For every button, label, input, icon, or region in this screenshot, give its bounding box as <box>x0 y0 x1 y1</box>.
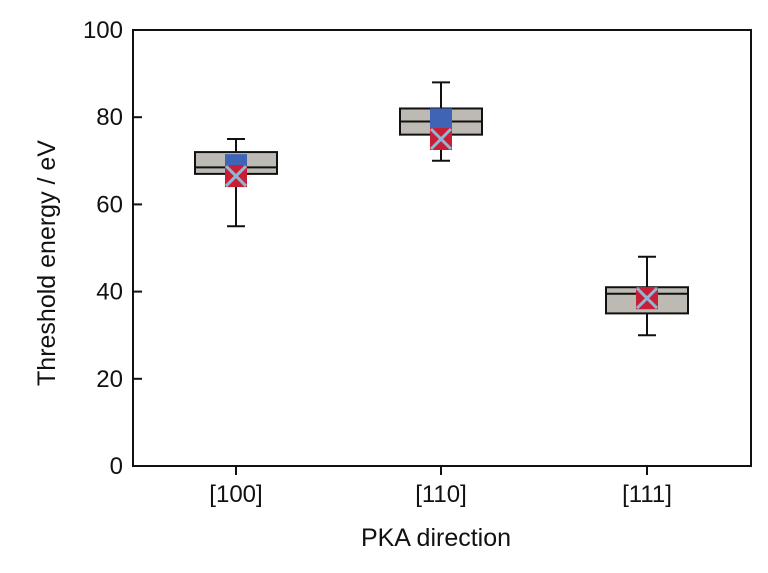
box-111 <box>605 255 689 337</box>
x-axis: [100] [110] [111] <box>209 466 672 508</box>
box-100 <box>194 138 278 228</box>
marker-cross <box>429 127 453 151</box>
y-tick-label: 40 <box>96 279 123 306</box>
box-110 <box>399 81 483 162</box>
y-tick-label: 0 <box>110 453 123 480</box>
y-axis-title: Threshold energy / eV <box>33 140 61 386</box>
marker-cross <box>635 287 659 310</box>
y-tick-label: 80 <box>96 104 123 131</box>
x-tick-label: [100] <box>209 481 262 508</box>
y-tick-label: 20 <box>96 366 123 393</box>
marker-cross <box>224 164 248 188</box>
x-axis-title: PKA direction <box>361 524 511 552</box>
y-tick-label: 100 <box>83 17 123 44</box>
box-series <box>194 81 689 337</box>
marker-square-blue <box>430 108 452 131</box>
y-tick-label: 60 <box>96 191 123 218</box>
y-axis: 0 20 40 60 80 100 <box>83 17 142 480</box>
x-tick-label: [111] <box>622 481 672 508</box>
x-tick-label: [110] <box>415 481 467 508</box>
